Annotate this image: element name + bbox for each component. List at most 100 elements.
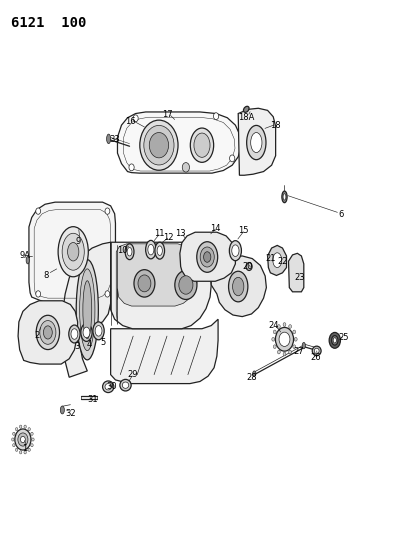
Text: 21: 21 — [265, 254, 276, 263]
Text: 24: 24 — [268, 321, 279, 330]
Text: 6: 6 — [338, 211, 344, 219]
Ellipse shape — [332, 336, 338, 345]
Text: 18: 18 — [271, 120, 281, 130]
Ellipse shape — [95, 326, 102, 336]
Ellipse shape — [157, 246, 162, 255]
Ellipse shape — [273, 345, 276, 349]
Ellipse shape — [68, 243, 79, 261]
Ellipse shape — [279, 332, 290, 346]
Text: 27: 27 — [293, 348, 304, 357]
Ellipse shape — [129, 164, 134, 171]
Ellipse shape — [312, 346, 321, 356]
Ellipse shape — [233, 277, 244, 296]
Ellipse shape — [83, 327, 90, 338]
Ellipse shape — [43, 326, 52, 339]
Ellipse shape — [333, 338, 337, 343]
Ellipse shape — [81, 324, 92, 342]
Ellipse shape — [289, 350, 292, 354]
Ellipse shape — [182, 163, 189, 172]
Ellipse shape — [28, 448, 30, 451]
Ellipse shape — [200, 247, 214, 267]
Ellipse shape — [246, 263, 252, 270]
Ellipse shape — [283, 322, 286, 326]
Ellipse shape — [20, 437, 25, 443]
Ellipse shape — [60, 406, 64, 414]
Ellipse shape — [20, 425, 22, 428]
Ellipse shape — [293, 330, 296, 334]
Ellipse shape — [69, 325, 80, 343]
Ellipse shape — [122, 382, 129, 389]
Text: 9: 9 — [76, 237, 81, 246]
Text: 31: 31 — [87, 395, 98, 404]
Ellipse shape — [228, 271, 248, 302]
Ellipse shape — [36, 291, 41, 297]
Ellipse shape — [244, 106, 249, 112]
Polygon shape — [118, 112, 241, 173]
Ellipse shape — [272, 337, 275, 341]
Text: 5: 5 — [100, 338, 105, 348]
Polygon shape — [116, 244, 198, 325]
Text: 28: 28 — [246, 373, 257, 382]
Ellipse shape — [247, 125, 266, 160]
Text: 3: 3 — [75, 342, 80, 351]
Ellipse shape — [275, 327, 293, 351]
Ellipse shape — [24, 425, 27, 428]
Ellipse shape — [16, 448, 18, 451]
Ellipse shape — [283, 352, 286, 356]
Ellipse shape — [26, 256, 29, 264]
Text: 23: 23 — [295, 272, 305, 281]
Ellipse shape — [12, 438, 14, 441]
Ellipse shape — [175, 270, 197, 300]
Text: 4: 4 — [86, 340, 92, 349]
Ellipse shape — [71, 329, 78, 340]
Ellipse shape — [105, 208, 110, 214]
Ellipse shape — [127, 247, 132, 256]
Text: 32: 32 — [65, 409, 76, 418]
Ellipse shape — [273, 330, 276, 334]
Text: 18A: 18A — [238, 113, 255, 122]
Ellipse shape — [40, 320, 56, 344]
Ellipse shape — [146, 240, 156, 259]
Polygon shape — [211, 256, 266, 317]
Polygon shape — [62, 242, 111, 377]
Ellipse shape — [140, 120, 178, 170]
Ellipse shape — [149, 133, 169, 158]
Ellipse shape — [36, 316, 60, 350]
Ellipse shape — [314, 348, 319, 353]
Ellipse shape — [282, 191, 287, 203]
Ellipse shape — [28, 427, 30, 431]
Text: 10: 10 — [118, 246, 128, 255]
Ellipse shape — [36, 208, 41, 214]
Polygon shape — [111, 242, 211, 329]
Ellipse shape — [80, 269, 95, 351]
Text: 16: 16 — [125, 117, 136, 126]
Ellipse shape — [293, 345, 296, 349]
Polygon shape — [29, 202, 115, 302]
Text: 33: 33 — [109, 135, 120, 144]
Ellipse shape — [31, 432, 33, 435]
Text: 11: 11 — [154, 229, 164, 238]
Text: 30: 30 — [106, 382, 117, 391]
Ellipse shape — [294, 337, 297, 341]
Ellipse shape — [83, 281, 92, 339]
Text: 8: 8 — [44, 271, 49, 280]
Ellipse shape — [138, 275, 151, 292]
Ellipse shape — [16, 427, 18, 431]
Text: 20: 20 — [242, 262, 253, 271]
Ellipse shape — [105, 384, 111, 390]
Ellipse shape — [144, 125, 174, 165]
Ellipse shape — [283, 193, 286, 200]
Polygon shape — [180, 232, 235, 281]
Text: 2: 2 — [34, 330, 40, 340]
Ellipse shape — [120, 379, 131, 391]
Ellipse shape — [32, 438, 34, 441]
Ellipse shape — [289, 325, 292, 328]
Ellipse shape — [329, 333, 340, 348]
Ellipse shape — [58, 227, 88, 277]
Text: 15: 15 — [238, 226, 249, 235]
Ellipse shape — [31, 443, 33, 447]
Ellipse shape — [179, 276, 193, 294]
Ellipse shape — [190, 128, 214, 163]
Ellipse shape — [106, 134, 111, 143]
Ellipse shape — [229, 241, 242, 261]
